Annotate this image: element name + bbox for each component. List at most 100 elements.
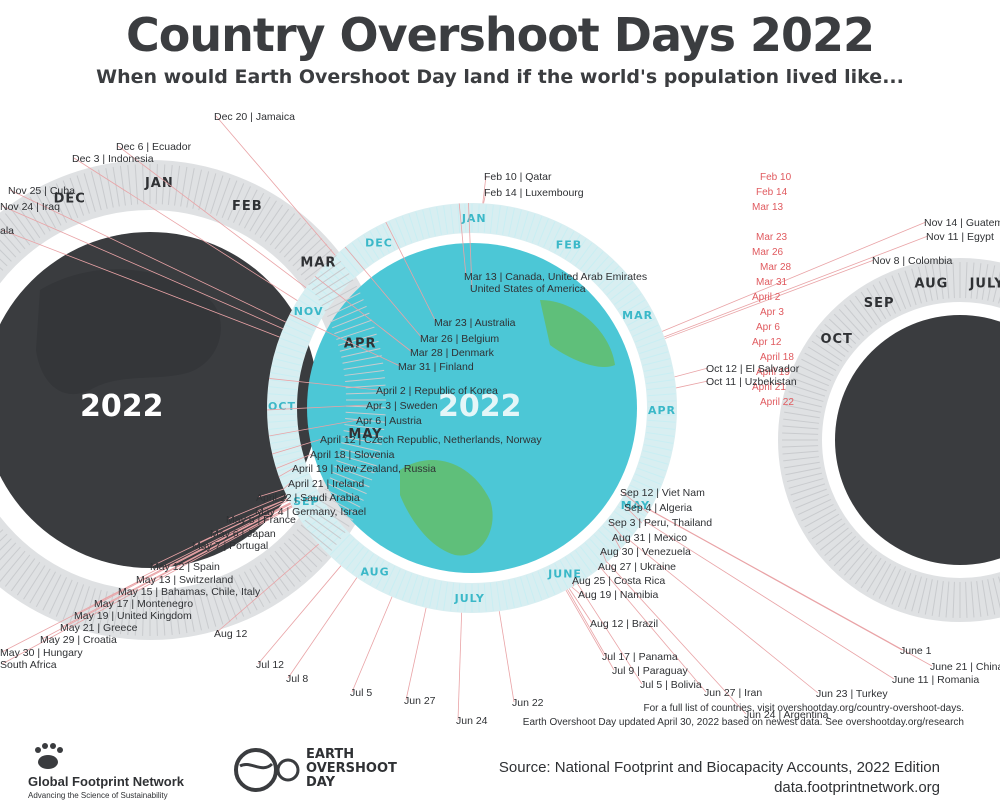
tick-mark xyxy=(382,224,396,251)
tick-mark xyxy=(495,582,501,611)
date-rays xyxy=(0,164,1000,636)
connector-line xyxy=(568,588,593,624)
tick-mark xyxy=(269,386,298,391)
connector-line xyxy=(119,503,291,592)
connector-line xyxy=(664,235,929,338)
left-month-label: MAY xyxy=(348,427,382,442)
tick-mark xyxy=(42,189,62,226)
connector-line xyxy=(571,586,581,595)
country-label: Sep 4 | Algeria xyxy=(624,502,692,514)
gfn-name: Global Footprint Network xyxy=(28,774,184,789)
country-label: June 21 | China xyxy=(930,661,1000,673)
tick-mark xyxy=(335,256,355,278)
connector-line xyxy=(287,577,358,679)
tick-mark xyxy=(606,520,629,540)
tick-mark xyxy=(295,305,320,321)
tick-mark xyxy=(408,575,419,603)
tick-mark xyxy=(570,553,587,578)
tick-mark xyxy=(343,430,384,438)
tick-mark xyxy=(477,204,480,233)
eod-line-1: EARTH xyxy=(306,747,355,762)
tick-mark xyxy=(629,484,656,498)
tick-mark xyxy=(464,204,467,233)
tick-mark xyxy=(341,442,381,452)
tick-mark xyxy=(593,260,615,282)
tick-mark xyxy=(35,192,57,229)
tick-mark xyxy=(602,525,624,545)
tick-mark xyxy=(329,305,367,323)
tick-mark xyxy=(285,324,312,337)
red-date-label: April 18 xyxy=(760,352,794,363)
connector-line xyxy=(664,259,875,339)
gfn-logo-block: Global Footprint Network Advancing the S… xyxy=(8,740,228,800)
tick-mark xyxy=(602,271,624,291)
connector-line xyxy=(649,509,903,651)
right-month-label: AUG xyxy=(914,277,948,292)
tick-mark xyxy=(644,444,672,451)
tick-mark xyxy=(548,565,562,592)
left-globe-landmass xyxy=(36,269,221,395)
tick-mark xyxy=(860,557,882,589)
tick-mark xyxy=(579,546,598,570)
tick-mark xyxy=(338,454,377,467)
tick-mark xyxy=(306,287,330,305)
tick-mark xyxy=(415,211,424,239)
source-url[interactable]: data.footprintnetwork.org xyxy=(774,779,940,796)
eod-logo-block: EARTH OVERSHOOT DAY xyxy=(232,744,452,800)
tick-mark xyxy=(543,568,556,595)
tick-mark xyxy=(647,419,676,423)
connector-line xyxy=(498,611,515,703)
tick-mark xyxy=(610,282,634,301)
tick-mark xyxy=(268,419,297,423)
tick-mark xyxy=(924,265,933,301)
center-month-label: DEC xyxy=(365,236,393,249)
tick-mark xyxy=(782,432,819,435)
tick-mark xyxy=(351,242,369,266)
tick-mark xyxy=(342,355,382,364)
tick-mark xyxy=(548,224,562,251)
tick-mark xyxy=(243,192,265,229)
tick-mark xyxy=(296,529,328,557)
tick-mark xyxy=(332,471,370,488)
tick-mark xyxy=(646,386,675,391)
connector-line xyxy=(61,505,292,628)
tick-mark xyxy=(598,265,620,287)
center-year-label: 2022 xyxy=(438,389,522,424)
tick-mark xyxy=(339,448,379,460)
country-label: Nov 11 | Egypt xyxy=(926,231,994,243)
tick-mark xyxy=(268,400,297,403)
country-label: June 1 xyxy=(900,645,932,657)
tick-mark xyxy=(508,208,515,236)
tick-mark xyxy=(277,461,305,472)
tick-mark xyxy=(833,313,860,340)
connector-line xyxy=(625,506,642,524)
tick-mark xyxy=(363,556,380,582)
tick-mark xyxy=(341,348,381,358)
tick-mark xyxy=(0,258,8,267)
connector-line xyxy=(278,467,295,478)
tick-mark xyxy=(321,285,358,307)
left-month-label: FEB xyxy=(232,199,263,214)
tick-mark xyxy=(357,553,374,578)
tick-mark xyxy=(210,175,224,214)
tick-mark xyxy=(849,299,873,329)
tick-mark xyxy=(811,518,843,540)
tick-mark xyxy=(992,577,1000,609)
tick-mark xyxy=(204,173,217,212)
country-label: Dec 20 | Jamaica xyxy=(214,111,295,123)
tick-mark xyxy=(878,566,896,599)
tick-mark xyxy=(90,171,102,211)
tick-mark xyxy=(436,581,442,609)
tick-mark xyxy=(155,595,158,636)
tick-mark xyxy=(16,561,41,596)
tick-mark xyxy=(844,547,869,576)
tick-mark xyxy=(296,243,328,271)
tick-mark xyxy=(302,293,327,310)
tick-mark xyxy=(784,461,820,469)
tick-mark xyxy=(644,365,672,372)
tick-mark xyxy=(155,164,158,205)
country-label: May 29 | Croatia xyxy=(40,634,117,646)
connector-line xyxy=(211,498,289,534)
tick-mark xyxy=(795,371,830,387)
